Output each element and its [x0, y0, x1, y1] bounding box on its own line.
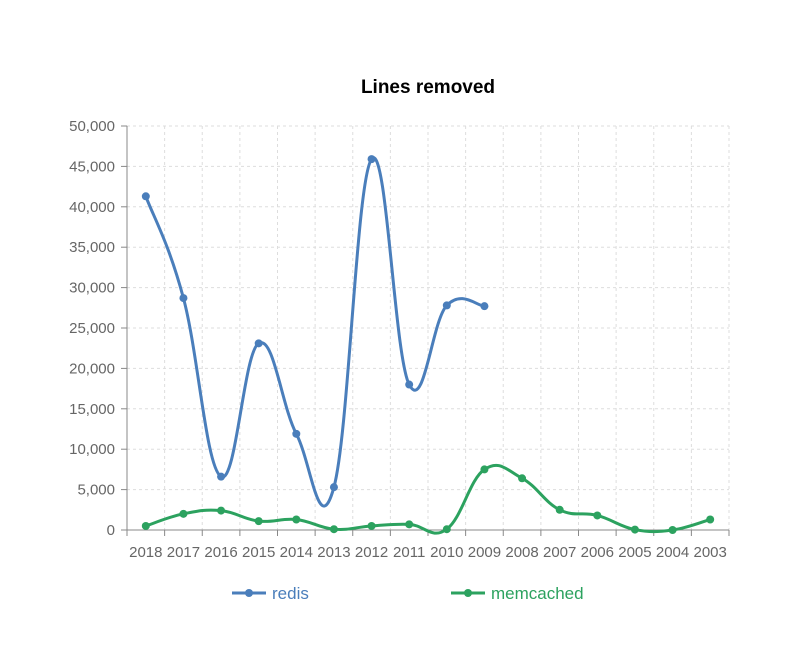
x-tick-label: 2004	[656, 544, 689, 561]
memcached-point	[668, 526, 677, 534]
x-tick-label: 2015	[242, 544, 275, 561]
legend-label: redis	[272, 584, 309, 603]
x-tick-label: 2011	[393, 544, 425, 561]
memcached-line	[145, 463, 711, 535]
series-lines	[141, 155, 715, 535]
memcached-point	[217, 506, 226, 515]
x-tick-label: 2012	[355, 544, 388, 561]
x-tick-label: 2008	[505, 544, 538, 561]
x-tick-label: 2003	[694, 544, 727, 561]
x-tick-label: 2014	[280, 544, 313, 561]
memcached-point	[555, 505, 564, 514]
redis-point	[141, 192, 150, 201]
y-tick-label: 35,000	[69, 239, 115, 256]
redis-point	[254, 339, 263, 348]
y-tick-label: 50,000	[69, 118, 115, 135]
memcached-point	[480, 465, 489, 474]
chart-title: Lines removed	[361, 77, 495, 98]
redis-point	[292, 429, 301, 438]
x-tick-label: 2009	[468, 544, 501, 561]
x-tick-label: 2017	[167, 544, 200, 561]
legend-marker	[245, 589, 253, 597]
x-tick-label: 2007	[543, 544, 576, 561]
memcached-point	[141, 521, 150, 530]
memcached-point	[706, 515, 715, 524]
redis-point	[405, 380, 414, 389]
memcached-point	[179, 509, 188, 518]
redis-line	[144, 156, 485, 508]
legend-item-redis[interactable]: redis	[232, 584, 309, 603]
memcached-point	[367, 521, 376, 530]
y-axis-ticks: 0 5,000 10,000 15,000 20,000 25,000 30,000 35,0…	[69, 118, 127, 539]
x-tick-label: 2006	[581, 544, 614, 561]
memcached-point	[593, 511, 602, 520]
x-tick-label: 2013	[317, 544, 350, 561]
series-memcached	[141, 463, 715, 535]
x-tick-label: 2010	[430, 544, 463, 561]
legend[interactable]: redis memcached	[232, 584, 584, 603]
legend-marker	[464, 589, 472, 597]
legend-label: memcached	[491, 584, 584, 603]
x-tick-label: 2018	[129, 544, 162, 561]
series-redis	[141, 155, 489, 508]
y-tick-label: 30,000	[69, 280, 115, 297]
grid	[127, 125, 730, 530]
redis-point	[329, 483, 338, 492]
redis-point	[480, 302, 489, 311]
memcached-point	[630, 525, 639, 534]
x-tick-label: 2016	[204, 544, 237, 561]
y-tick-label: 10,000	[69, 441, 115, 458]
y-tick-label: 40,000	[69, 199, 115, 216]
x-axis-ticks: 2018 2017 2016 2015 2014 2013 2012 2011 2010 2009…	[126, 530, 730, 561]
memcached-point	[405, 520, 414, 529]
redis-point	[367, 155, 376, 164]
y-tick-label: 5,000	[77, 482, 115, 499]
memcached-point	[329, 525, 338, 534]
memcached-point	[518, 474, 527, 483]
y-tick-label: 20,000	[69, 360, 115, 377]
y-tick-label: 0	[107, 522, 115, 539]
memcached-point	[254, 517, 263, 526]
memcached-point	[442, 525, 451, 534]
x-tick-label: 2005	[618, 544, 651, 561]
y-tick-label: 25,000	[69, 320, 115, 337]
redis-point	[442, 301, 451, 310]
y-tick-label: 15,000	[69, 401, 115, 418]
memcached-point	[292, 515, 301, 524]
legend-item-memcached[interactable]: memcached	[451, 584, 584, 603]
redis-point	[179, 294, 188, 303]
redis-point	[217, 472, 226, 481]
y-tick-label: 45,000	[69, 158, 115, 175]
